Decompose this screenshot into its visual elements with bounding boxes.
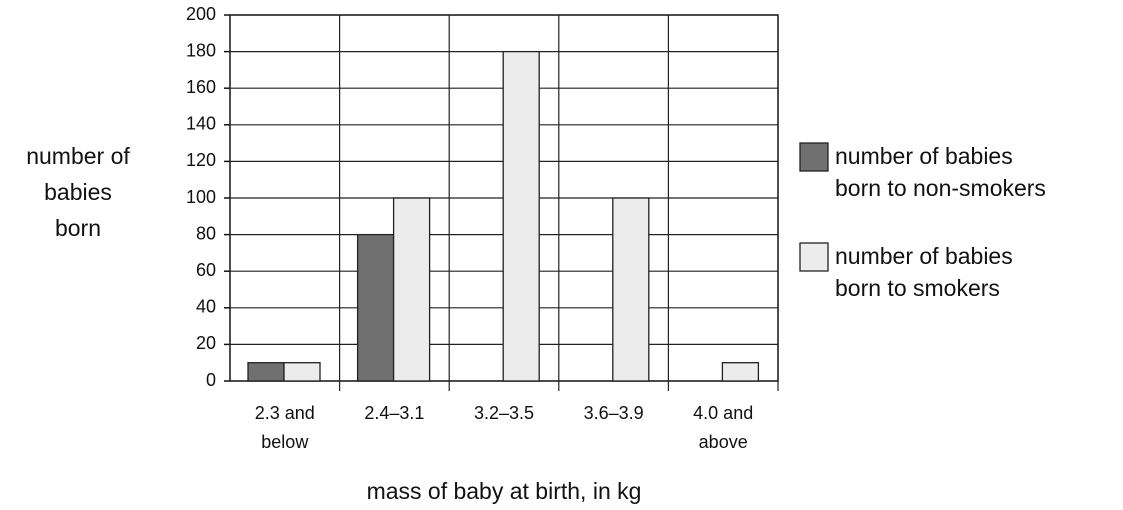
- y-tick-label: 0: [206, 370, 216, 390]
- y-tick-label: 100: [186, 187, 216, 207]
- legend-swatch: [799, 242, 829, 272]
- bar: [356, 233, 395, 382]
- legend-label: number of babies born to smokers: [835, 243, 1013, 301]
- y-tick-label: 120: [186, 150, 216, 170]
- y-tick-label: 20: [196, 333, 216, 353]
- y-tick-label: 80: [196, 223, 216, 243]
- x-tick-label: 3.2–3.5: [474, 403, 534, 423]
- legend-swatch: [799, 142, 829, 172]
- x-axis-title: mass of baby at birth, in kg: [367, 478, 642, 504]
- bar: [283, 362, 321, 382]
- y-tick-label: 60: [196, 260, 216, 280]
- y-axis-title: number of babies born: [26, 143, 130, 241]
- y-tick-label: 140: [186, 114, 216, 134]
- x-tick-label: 3.6–3.9: [584, 403, 644, 423]
- bar: [721, 362, 760, 382]
- x-tick-label: 2.4–3.1: [364, 403, 424, 423]
- y-tick-label: 180: [186, 40, 216, 60]
- bar: [502, 50, 540, 382]
- bar: [247, 362, 285, 382]
- bar: [392, 197, 431, 382]
- x-tick-label: 4.0 and above: [693, 403, 753, 452]
- y-tick-label: 40: [196, 297, 216, 317]
- bar: [612, 197, 650, 382]
- legend-label: number of babies born to non-smokers: [835, 143, 1046, 201]
- y-tick-label: 160: [186, 77, 216, 97]
- x-tick-label: 2.3 and below: [255, 403, 315, 452]
- y-tick-label: 200: [186, 4, 216, 24]
